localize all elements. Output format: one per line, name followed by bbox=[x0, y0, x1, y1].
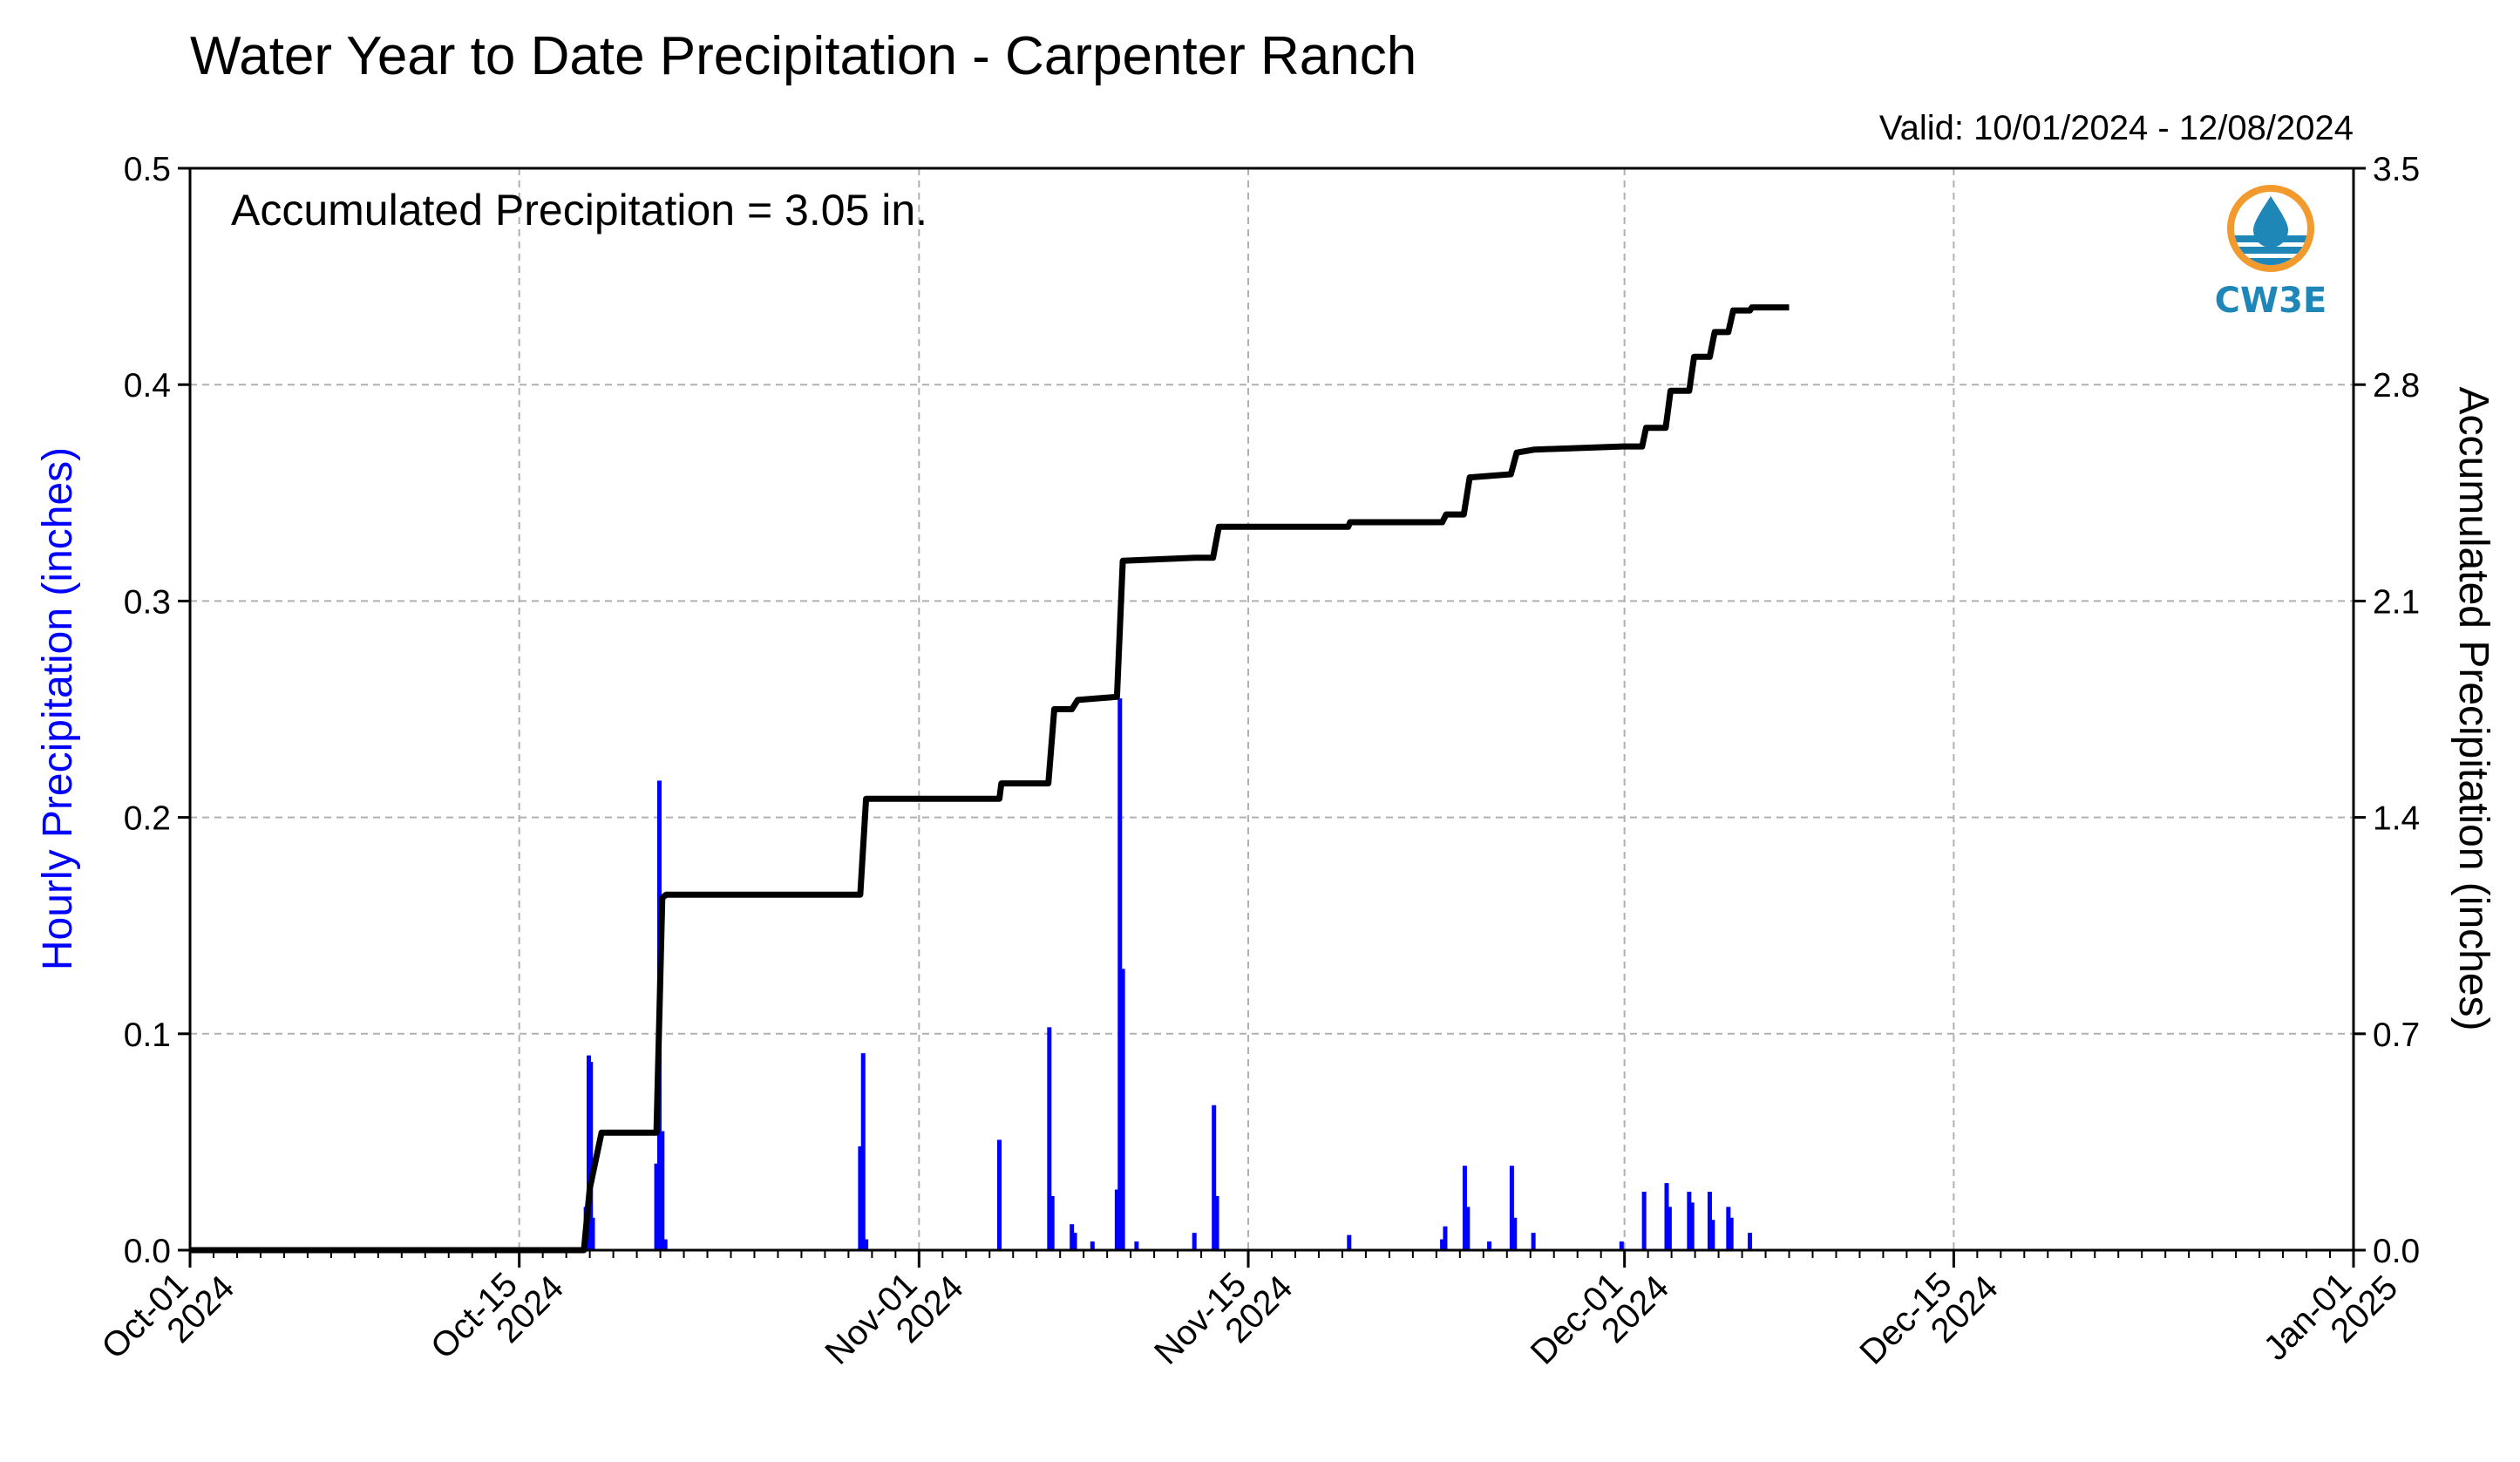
hourly-precip-bars bbox=[583, 698, 1753, 1250]
right-axis-label: Accumulated Precipitation (inches) bbox=[2450, 386, 2496, 1030]
hourly-precip-bar bbox=[590, 1217, 595, 1250]
hourly-precip-bar bbox=[858, 1146, 863, 1250]
y-tick-label-left: 0.5 bbox=[124, 151, 171, 188]
y-tick-label-left: 0.3 bbox=[124, 583, 171, 621]
hourly-precip-bar bbox=[1509, 1166, 1514, 1250]
hourly-precip-bar bbox=[860, 1053, 866, 1250]
hourly-precip-bar bbox=[1710, 1220, 1715, 1250]
hourly-precip-bar bbox=[1726, 1207, 1731, 1250]
hourly-precip-bar bbox=[1117, 698, 1123, 1250]
valid-date-range: Valid: 10/01/2024 - 12/08/2024 bbox=[1879, 109, 2354, 147]
hourly-precip-bar bbox=[1070, 1224, 1075, 1250]
y-tick-label-right: 3.5 bbox=[2373, 151, 2420, 188]
hourly-precip-bar bbox=[997, 1139, 1002, 1250]
hourly-precip-bar bbox=[1465, 1207, 1471, 1250]
hourly-precip-bar bbox=[1641, 1191, 1647, 1250]
left-axis-label: Hourly Precipitation (inches) bbox=[35, 447, 81, 970]
chart-title: Water Year to Date Precipitation - Carpe… bbox=[190, 26, 1416, 86]
hourly-precip-bar bbox=[864, 1239, 869, 1250]
hourly-precip-bar bbox=[1512, 1217, 1518, 1250]
hourly-precip-bar bbox=[1667, 1207, 1672, 1250]
hourly-precip-bar bbox=[1114, 1189, 1119, 1250]
hourly-precip-bar bbox=[588, 1062, 594, 1250]
hourly-precip-bar bbox=[1748, 1233, 1753, 1250]
hourly-precip-bar bbox=[1072, 1233, 1077, 1250]
y-tick-label-left: 0.2 bbox=[124, 800, 171, 838]
water-drop-icon bbox=[2253, 196, 2288, 248]
hourly-precip-bar bbox=[1689, 1202, 1695, 1250]
y-tick-label-left: 0.1 bbox=[124, 1017, 171, 1054]
hourly-precip-bar bbox=[1664, 1183, 1669, 1250]
accumulated-total-annotation: Accumulated Precipitation = 3.05 in. bbox=[231, 186, 927, 235]
y-tick-label-left: 0.0 bbox=[124, 1233, 171, 1270]
hourly-precip-bar bbox=[1212, 1105, 1217, 1250]
hourly-precip-bar bbox=[660, 1131, 665, 1250]
axis-ticks: 0.0 0.1 0.2 0.3 0.4 0.5 0.0 0.7 1.4 2.1 2.8 3.5 Oct-… bbox=[94, 151, 2420, 1372]
plot-frame bbox=[188, 167, 2355, 1252]
y-tick-label-right: 1.4 bbox=[2373, 800, 2420, 838]
hourly-precip-bar bbox=[1047, 1027, 1052, 1250]
hourly-precip-bar bbox=[1729, 1217, 1734, 1250]
y-tick-label-right: 0.0 bbox=[2373, 1233, 2420, 1270]
hourly-precip-bar bbox=[1120, 969, 1125, 1250]
logo-text: CW3E bbox=[2215, 281, 2327, 321]
hourly-precip-bar bbox=[1347, 1234, 1352, 1250]
hourly-precip-bar bbox=[1687, 1191, 1692, 1250]
hourly-precip-bar bbox=[1134, 1241, 1139, 1250]
hourly-precip-bar bbox=[1619, 1241, 1624, 1250]
accumulated-precip-line bbox=[190, 304, 1790, 1254]
hourly-precip-bar bbox=[1192, 1233, 1197, 1250]
accumulated-precip-line-group bbox=[190, 304, 1790, 1254]
gridlines bbox=[190, 168, 2354, 1250]
hourly-precip-bar bbox=[1090, 1241, 1095, 1250]
hourly-precip-bar bbox=[1443, 1226, 1448, 1250]
hourly-precip-bar bbox=[662, 1239, 668, 1250]
y-tick-label-right: 0.7 bbox=[2373, 1017, 2420, 1054]
hourly-precip-bar bbox=[1707, 1191, 1712, 1250]
y-tick-label-right: 2.1 bbox=[2373, 583, 2420, 621]
hourly-precip-bar bbox=[1214, 1195, 1219, 1250]
hourly-precip-bar bbox=[1462, 1166, 1467, 1250]
hourly-precip-bar bbox=[1531, 1233, 1536, 1250]
hourly-precip-bar bbox=[654, 1163, 659, 1250]
y-tick-label-left: 0.4 bbox=[124, 367, 171, 405]
hourly-precip-bar bbox=[1487, 1241, 1492, 1250]
cw3e-logo: CW3E bbox=[2215, 185, 2327, 321]
hourly-precip-bar bbox=[1049, 1195, 1055, 1250]
hourly-precip-bar bbox=[1440, 1239, 1445, 1250]
y-tick-label-right: 2.8 bbox=[2373, 367, 2420, 405]
